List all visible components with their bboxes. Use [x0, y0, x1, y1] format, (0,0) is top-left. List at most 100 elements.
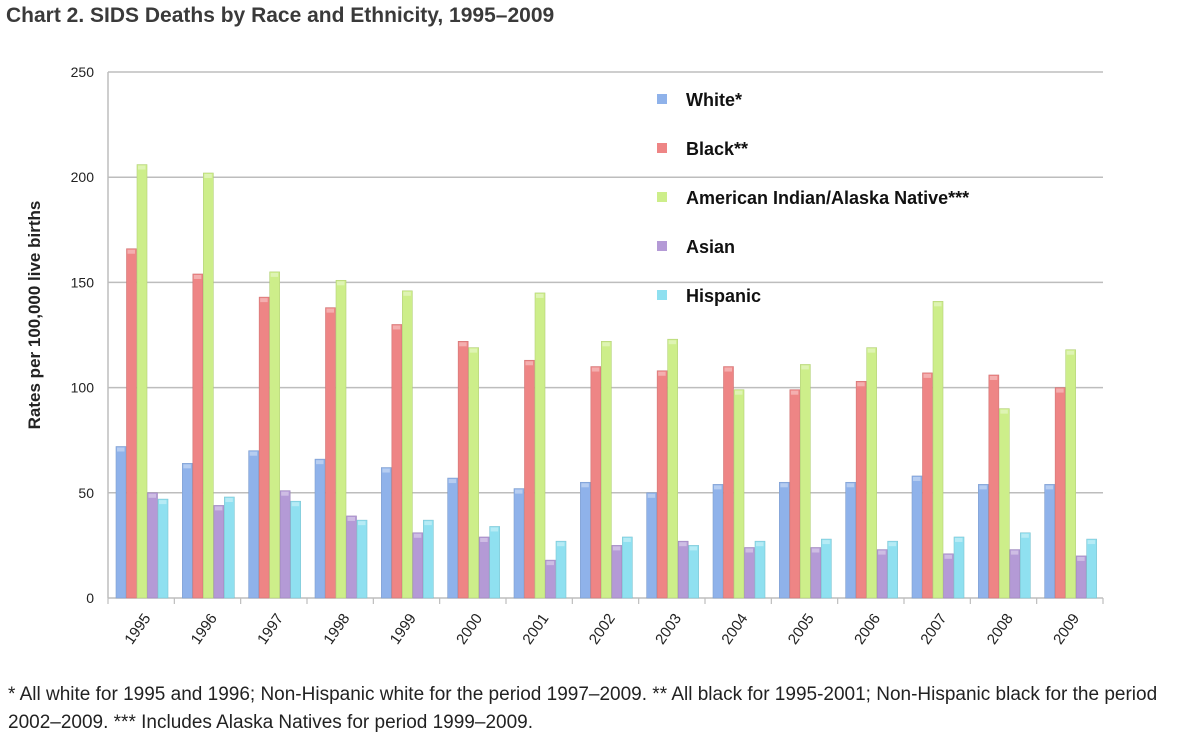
- bar-hispanic-2001: [555, 540, 567, 599]
- bar-highlight: [281, 491, 289, 496]
- bar-asian-2008: [1009, 549, 1021, 599]
- bar-highlight: [347, 516, 355, 521]
- bar-highlight: [557, 542, 565, 547]
- bar-white-1995: [115, 446, 127, 599]
- bar-black-2005: [789, 389, 801, 599]
- y-tick-label: 100: [71, 380, 95, 396]
- x-tick-label: 2004: [718, 611, 751, 648]
- bar-highlight: [358, 521, 366, 526]
- bar-hispanic-1997: [290, 500, 301, 599]
- bar-chart: 0 50 100 150 200 250 Rates per 100,000 live b…: [25, 64, 1104, 648]
- bar-highlight: [1066, 350, 1075, 355]
- legend: White* Black** American Indian/Alaska Nati…: [657, 90, 969, 306]
- bar-hispanic-2003: [688, 545, 699, 599]
- right-margin: [1170, 0, 1200, 746]
- bar-white-2002: [580, 481, 591, 599]
- bar-american-indian-alaska-native-2001: [534, 292, 546, 599]
- bar-american-indian-alaska-native-2007: [932, 301, 944, 599]
- bar-highlight: [955, 537, 963, 542]
- bar-american-indian-alaska-native-2004: [733, 389, 745, 599]
- bar-highlight: [735, 390, 743, 395]
- bar-highlight: [204, 173, 212, 178]
- bar-highlight: [867, 348, 876, 353]
- bar-highlight: [515, 489, 523, 494]
- bar-highlight: [780, 483, 788, 488]
- legend-label: Asian: [686, 237, 735, 257]
- x-tick-label: 2001: [519, 611, 552, 648]
- y-tick-label: 0: [86, 590, 94, 606]
- bar-hispanic-2000: [489, 526, 500, 599]
- bars: [115, 164, 1097, 599]
- bar-black-1996: [192, 273, 204, 599]
- bar-american-indian-alaska-native-2000: [468, 347, 479, 599]
- bar-white-2006: [845, 481, 856, 599]
- x-tick-label: 2003: [652, 611, 685, 648]
- bar-highlight: [270, 272, 279, 277]
- bar-american-indian-alaska-native-2005: [800, 364, 811, 599]
- x-axis-ticks: 1995 1996 1997 1998 1999 2000 2001 2002 2003 2004…: [107, 598, 1104, 648]
- bar-black-2006: [855, 380, 867, 599]
- x-tick-label: 2007: [917, 611, 950, 648]
- bar-highlight: [459, 342, 467, 347]
- bar-highlight: [424, 521, 432, 526]
- bar-hispanic-1996: [224, 496, 235, 599]
- bar-hispanic-1999: [423, 519, 434, 599]
- x-tick-label: 2006: [851, 611, 884, 648]
- bar-highlight: [148, 493, 156, 498]
- bar-black-2009: [1054, 387, 1066, 599]
- bar-highlight: [337, 281, 345, 286]
- bar-highlight: [623, 537, 631, 542]
- bar-highlight: [1056, 388, 1064, 393]
- bar-hispanic-2004: [754, 540, 766, 599]
- bar-black-2004: [723, 366, 734, 599]
- bar-highlight: [138, 165, 146, 170]
- x-tick-label: 1996: [188, 611, 221, 648]
- bar-white-2008: [978, 484, 989, 599]
- bar-asian-2004: [744, 547, 755, 599]
- bar-white-1999: [381, 467, 392, 599]
- bar-black-1997: [258, 296, 270, 599]
- bar-white-1996: [182, 463, 193, 599]
- bar-highlight: [536, 293, 544, 298]
- legend-swatch-asian: [657, 241, 667, 251]
- bar-highlight: [913, 476, 921, 481]
- bar-highlight: [525, 361, 533, 366]
- bar-white-2005: [779, 481, 790, 599]
- bar-highlight: [944, 554, 952, 559]
- bar-hispanic-2002: [622, 536, 633, 599]
- x-tick-label: 2008: [984, 611, 1017, 648]
- bar-highlight: [392, 325, 401, 330]
- x-tick-label: 2002: [586, 611, 619, 648]
- bar-asian-2000: [478, 536, 490, 599]
- legend-label: White*: [686, 90, 742, 110]
- bar-black-2002: [590, 366, 602, 599]
- bar-highlight: [1010, 550, 1019, 555]
- bar-asian-2007: [943, 553, 954, 599]
- bar-highlight: [612, 546, 621, 551]
- bar-black-1999: [391, 324, 403, 599]
- y-tick-label: 150: [71, 274, 95, 290]
- bar-hispanic-2008: [1020, 532, 1031, 599]
- bar-asian-2006: [876, 549, 888, 599]
- bar-highlight: [602, 342, 610, 347]
- legend-swatch-american-indian-alaska-native: [657, 192, 667, 202]
- bar-black-1995: [126, 248, 137, 599]
- x-tick-label: 1995: [121, 611, 154, 648]
- bar-asian-2009: [1075, 555, 1087, 599]
- bar-highlight: [1087, 540, 1096, 545]
- bar-american-indian-alaska-native-1995: [136, 164, 148, 599]
- bar-asian-1997: [279, 490, 291, 599]
- bar-hispanic-2005: [821, 538, 832, 599]
- bar-asian-1998: [346, 515, 357, 599]
- bar-white-2004: [712, 484, 724, 599]
- bar-highlight: [249, 451, 258, 456]
- bar-highlight: [756, 542, 764, 547]
- legend-swatch-hispanic: [657, 290, 667, 300]
- bar-highlight: [291, 502, 300, 507]
- bar-highlight: [811, 548, 820, 553]
- bar-american-indian-alaska-native-2009: [1065, 349, 1076, 599]
- bar-highlight: [591, 367, 600, 372]
- bar-highlight: [316, 460, 324, 465]
- bar-highlight: [1045, 485, 1054, 490]
- bar-asian-2001: [545, 559, 556, 599]
